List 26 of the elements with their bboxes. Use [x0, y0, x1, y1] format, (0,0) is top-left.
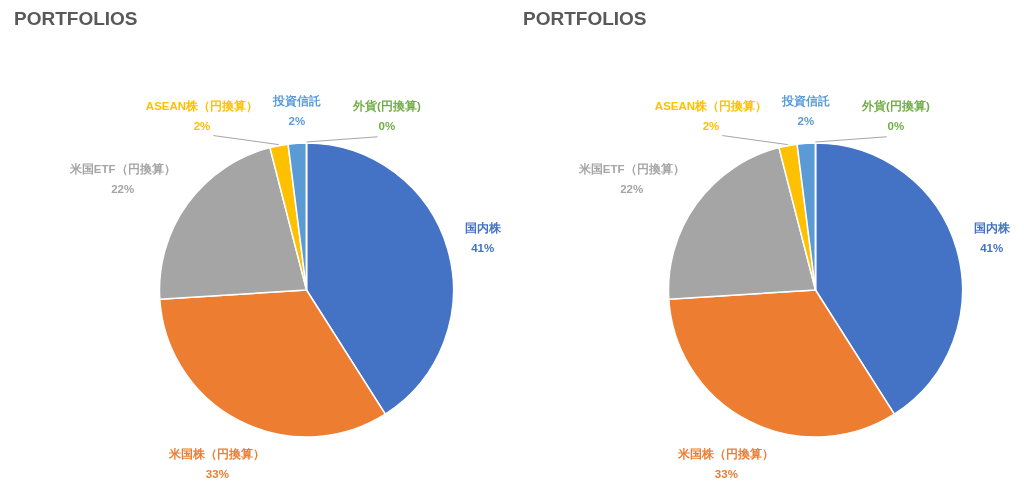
- text: 0%: [378, 119, 396, 132]
- slice-label: 米国ETF（円換算）: [68, 161, 176, 176]
- data-label: 41%: [980, 241, 1004, 254]
- data-label: 2%: [702, 119, 720, 132]
- slice-label: 米国株（円換算）: [677, 446, 775, 461]
- data-label: 22%: [620, 182, 644, 195]
- slice-label: 国内株: [973, 220, 1011, 234]
- data-label: 2%: [797, 115, 815, 128]
- slice-label: ASEAN株（円換算）: [145, 98, 259, 113]
- text: 0%: [887, 119, 905, 132]
- slice-label: ASEAN株（円換算）: [654, 98, 768, 113]
- data-label: 2%: [288, 115, 306, 128]
- slice-label: 米国株（円換算）: [168, 446, 266, 461]
- chart-title: PORTFOLIOS: [14, 8, 138, 29]
- data-label: 33%: [205, 467, 229, 480]
- slice-label: 国内株: [464, 220, 502, 234]
- data-label: 41%: [471, 241, 495, 254]
- slice-label: 投資信託: [780, 94, 830, 109]
- data-label: 2%: [193, 119, 211, 132]
- data-label: 22%: [111, 182, 135, 195]
- slice-label: 米国ETF（円換算）: [577, 161, 685, 176]
- slice-label: 投資信託: [271, 94, 321, 109]
- chart-title: PORTFOLIOS: [523, 8, 647, 29]
- category-label: 外貨(円換算): [353, 99, 421, 112]
- category-label: 外貨(円換算): [862, 99, 930, 112]
- data-label: 33%: [714, 467, 738, 480]
